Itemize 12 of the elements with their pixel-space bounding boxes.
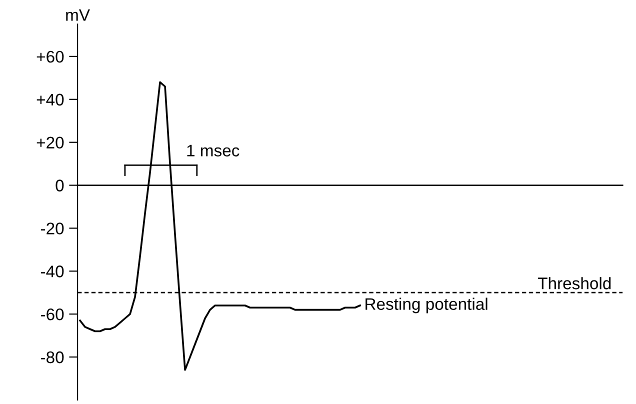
ref-line-label: Threshold [538,277,611,290]
annotation: 1 msec [187,144,240,156]
y-tick-label: +60 [36,50,64,63]
y-tick-label: +20 [36,136,64,149]
y-tick-label: -20 [40,222,64,234]
annotation: Resting potential [366,298,488,314]
y-tick-label: +40 [36,94,64,106]
y-tick-label: 0 [56,180,64,192]
y-axis-title: mV [66,9,90,21]
y-tick-label: -80 [40,351,64,364]
y-tick-label: -60 [40,308,64,320]
y-tick-label: -40 [40,266,64,278]
